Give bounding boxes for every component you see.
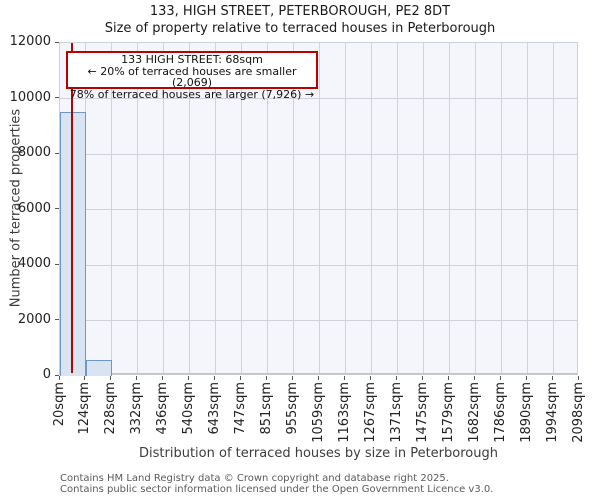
x-tick-label: 1059sqm xyxy=(311,382,326,443)
y-tick-label: 10000 xyxy=(9,89,51,105)
x-tick-mark xyxy=(188,376,190,380)
x-tick-mark xyxy=(551,376,553,380)
x-tick-label: 124sqm xyxy=(77,382,93,435)
x-tick-label: 1475sqm xyxy=(414,382,430,443)
v-gridline xyxy=(552,43,554,373)
y-tick-label: 12000 xyxy=(9,34,51,49)
x-tick-mark xyxy=(110,376,112,380)
v-gridline xyxy=(422,43,424,373)
annotation-title: 133 HIGH STREET: 68sqm xyxy=(121,53,263,66)
v-gridline xyxy=(448,43,450,373)
v-gridline xyxy=(500,43,502,373)
annotation-smaller-stat: ← 20% of terraced houses are smaller (2,… xyxy=(87,64,297,89)
annotation-larger-stat: 78% of terraced houses are larger (7,926… xyxy=(69,87,315,101)
h-gridline xyxy=(60,209,577,210)
x-tick-label: 332sqm xyxy=(129,382,145,435)
v-gridline xyxy=(85,43,87,373)
x-tick-mark xyxy=(499,376,501,380)
y-tick-label: 6000 xyxy=(17,200,51,216)
v-gridline xyxy=(526,43,528,373)
v-gridline xyxy=(137,43,139,373)
x-tick-mark xyxy=(162,376,164,380)
v-gridline xyxy=(344,43,346,373)
x-tick-label: 228sqm xyxy=(103,382,119,435)
footer-copyright-line: Contains HM Land Registry data © Crown c… xyxy=(60,473,449,484)
x-tick-label: 20sqm xyxy=(51,382,67,427)
x-tick-mark xyxy=(292,376,294,380)
h-gridline xyxy=(60,153,577,155)
plot-area xyxy=(59,42,578,376)
y-tick-mark xyxy=(55,41,59,43)
x-tick-mark xyxy=(395,376,397,380)
x-tick-mark xyxy=(214,376,216,380)
x-tick-label: 1371sqm xyxy=(388,382,404,443)
x-tick-mark xyxy=(421,376,423,380)
v-gridline xyxy=(474,43,476,373)
y-tick-mark xyxy=(55,263,59,265)
x-tick-mark xyxy=(343,376,345,380)
x-tick-mark xyxy=(58,376,60,380)
footer-licence-line: Contains public sector information licen… xyxy=(60,484,494,495)
v-gridline xyxy=(111,43,113,373)
h-gridline xyxy=(60,98,577,99)
x-tick-mark xyxy=(525,376,527,380)
chart-title: 133, HIGH STREET, PETERBOROUGH, PE2 8DT xyxy=(149,4,451,19)
x-axis-title: Distribution of terraced houses by size … xyxy=(139,446,498,461)
x-tick-mark xyxy=(318,376,319,380)
x-tick-label: 1786sqm xyxy=(492,382,508,443)
x-tick-mark xyxy=(447,376,449,380)
x-tick-label: 851sqm xyxy=(259,382,275,435)
v-gridline xyxy=(241,43,243,373)
v-gridline xyxy=(370,43,372,373)
x-tick-mark xyxy=(136,376,138,380)
histogram-bar xyxy=(85,360,112,376)
y-tick-mark xyxy=(55,208,59,209)
x-tick-mark xyxy=(473,376,475,380)
v-gridline xyxy=(163,43,165,373)
x-tick-label: 747sqm xyxy=(233,382,249,435)
x-tick-label: 1579sqm xyxy=(440,382,456,443)
x-tick-label: 540sqm xyxy=(181,382,197,435)
x-tick-mark xyxy=(577,376,579,380)
y-tick-label: 0 xyxy=(42,367,51,382)
v-gridline xyxy=(215,43,217,373)
x-tick-label: 1994sqm xyxy=(544,382,560,443)
chart-subtitle: Size of property relative to terraced ho… xyxy=(104,21,496,36)
x-tick-mark xyxy=(369,376,371,380)
y-tick-label: 4000 xyxy=(17,256,51,271)
x-tick-label: 1890sqm xyxy=(518,382,534,443)
v-gridline xyxy=(319,43,320,373)
v-gridline xyxy=(267,43,269,373)
x-tick-mark xyxy=(266,376,268,380)
property-annotation-box: 133 HIGH STREET: 68sqm ← 20% of terraced… xyxy=(66,51,318,100)
x-tick-label: 2098sqm xyxy=(570,382,586,443)
h-gridline xyxy=(60,264,577,266)
y-tick-mark xyxy=(55,319,59,320)
y-tick-label: 2000 xyxy=(17,311,51,327)
x-tick-label: 1163sqm xyxy=(336,382,352,443)
x-tick-mark xyxy=(240,376,242,380)
x-tick-label: 1267sqm xyxy=(362,382,378,443)
property-size-marker-line xyxy=(70,43,73,373)
y-tick-mark xyxy=(55,374,59,376)
x-tick-label: 643sqm xyxy=(207,382,223,435)
h-gridline xyxy=(60,320,577,321)
y-tick-mark xyxy=(55,152,59,154)
v-gridline xyxy=(396,43,398,373)
y-tick-mark xyxy=(55,97,59,98)
y-tick-label: 8000 xyxy=(17,145,51,160)
x-tick-label: 955sqm xyxy=(285,382,301,435)
x-tick-label: 1682sqm xyxy=(466,382,482,443)
v-gridline xyxy=(189,43,191,373)
v-gridline xyxy=(293,43,295,373)
x-tick-mark xyxy=(84,376,86,380)
x-tick-label: 436sqm xyxy=(155,382,171,435)
